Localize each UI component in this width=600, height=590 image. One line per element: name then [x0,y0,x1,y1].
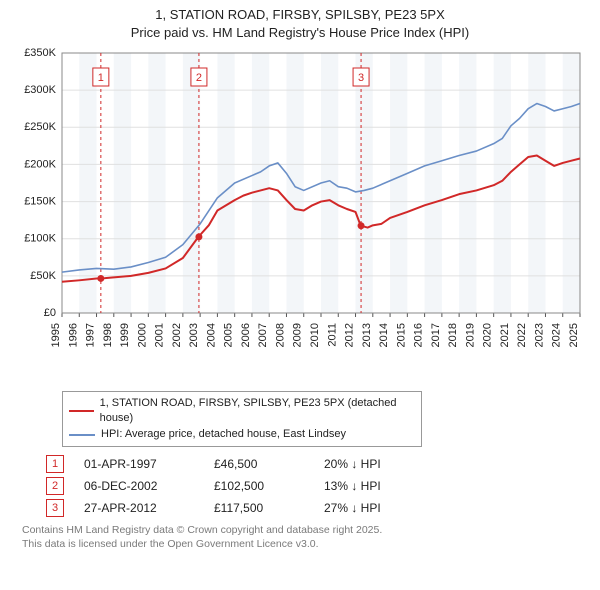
svg-text:£350K: £350K [24,47,56,59]
footer-line1: Contains HM Land Registry data © Crown c… [22,524,382,536]
figure-container: 1, STATION ROAD, FIRSBY, SPILSBY, PE23 5… [0,0,600,556]
marker-hpi: 13% ↓ HPI [324,479,434,493]
svg-text:2004: 2004 [205,323,217,347]
marker-date: 06-DEC-2002 [84,479,194,493]
svg-text:£100K: £100K [24,233,56,245]
svg-text:£150K: £150K [24,196,56,208]
svg-text:2: 2 [196,72,202,84]
svg-text:3: 3 [358,72,364,84]
marker-id-box: 2 [46,477,64,495]
svg-text:2022: 2022 [516,323,528,347]
svg-text:1998: 1998 [102,323,114,347]
svg-text:£200K: £200K [24,158,56,170]
marker-table: 1 01-APR-1997 £46,500 20% ↓ HPI 2 06-DEC… [46,455,590,517]
marker-price: £46,500 [214,457,304,471]
marker-hpi: 20% ↓ HPI [324,457,434,471]
svg-text:1995: 1995 [50,323,62,347]
footer-line2: This data is licensed under the Open Gov… [22,538,319,550]
marker-date: 01-APR-1997 [84,457,194,471]
marker-id-box: 3 [46,499,64,517]
legend-item: HPI: Average price, detached house, East… [69,427,415,442]
svg-text:1999: 1999 [119,323,131,347]
svg-text:£300K: £300K [24,84,56,96]
svg-text:£0: £0 [44,307,56,319]
svg-text:2012: 2012 [344,323,356,347]
svg-text:2025: 2025 [568,323,580,347]
svg-text:£50K: £50K [30,270,56,282]
svg-text:2018: 2018 [447,323,459,347]
chart-svg: £0 £50K £100K £150K £200K £250K £300K £350K 1995… [10,45,590,385]
svg-text:2021: 2021 [499,323,511,347]
footer-note: Contains HM Land Registry data © Crown c… [22,523,590,551]
marker-row: 2 06-DEC-2002 £102,500 13% ↓ HPI [46,477,590,495]
svg-text:2008: 2008 [274,323,286,347]
legend: 1, STATION ROAD, FIRSBY, SPILSBY, PE23 5… [62,391,422,447]
svg-text:2003: 2003 [188,323,200,347]
svg-text:2011: 2011 [326,323,338,347]
svg-text:1997: 1997 [85,323,97,347]
legend-swatch [69,434,95,436]
svg-text:1996: 1996 [67,323,79,347]
marker-price: £102,500 [214,479,304,493]
title-line2: Price paid vs. HM Land Registry's House … [131,25,469,40]
svg-text:2020: 2020 [482,323,494,347]
marker-row: 3 27-APR-2012 £117,500 27% ↓ HPI [46,499,590,517]
marker-hpi: 27% ↓ HPI [324,501,434,515]
title-line1: 1, STATION ROAD, FIRSBY, SPILSBY, PE23 5… [155,7,445,22]
chart-title: 1, STATION ROAD, FIRSBY, SPILSBY, PE23 5… [10,6,590,41]
svg-text:2010: 2010 [309,323,321,347]
marker-row: 1 01-APR-1997 £46,500 20% ↓ HPI [46,455,590,473]
marker-date: 27-APR-2012 [84,501,194,515]
marker-id-box: 1 [46,455,64,473]
svg-text:2009: 2009 [292,323,304,347]
svg-text:2000: 2000 [136,323,148,347]
svg-text:2023: 2023 [533,323,545,347]
legend-item: 1, STATION ROAD, FIRSBY, SPILSBY, PE23 5… [69,396,415,427]
legend-label: 1, STATION ROAD, FIRSBY, SPILSBY, PE23 5… [100,396,415,427]
svg-text:2007: 2007 [257,323,269,347]
svg-text:2013: 2013 [361,323,373,347]
svg-text:£250K: £250K [24,121,56,133]
marker-price: £117,500 [214,501,304,515]
svg-text:2001: 2001 [154,323,166,347]
svg-text:2019: 2019 [464,323,476,347]
svg-text:1: 1 [98,72,104,84]
svg-text:2014: 2014 [378,323,390,347]
chart: £0 £50K £100K £150K £200K £250K £300K £350K 1995… [10,45,590,385]
svg-text:2024: 2024 [551,323,563,347]
svg-text:2006: 2006 [240,323,252,347]
svg-text:2005: 2005 [223,323,235,347]
svg-text:2002: 2002 [171,323,183,347]
legend-swatch [69,410,94,412]
svg-text:2015: 2015 [395,323,407,347]
svg-text:2016: 2016 [413,323,425,347]
legend-label: HPI: Average price, detached house, East… [101,427,346,442]
svg-text:2017: 2017 [430,323,442,347]
